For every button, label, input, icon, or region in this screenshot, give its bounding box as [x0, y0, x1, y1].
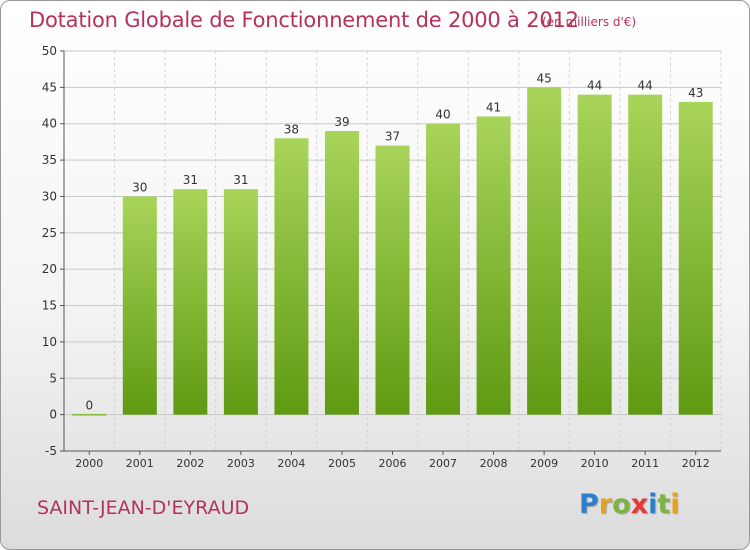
bar: [577, 94, 612, 415]
logo-letter: o: [612, 489, 631, 520]
y-tick-label: 15: [42, 299, 57, 313]
y-tick-label: 40: [42, 117, 57, 131]
y-tick-label: 0: [49, 408, 57, 422]
bar: [476, 116, 511, 415]
logo-letter: i: [670, 489, 680, 520]
logo-letter: x: [630, 489, 649, 520]
bar-value-label: 44: [638, 79, 653, 93]
proxiti-logo: Proxiti: [579, 489, 680, 520]
chart-title: Dotation Globale de Fonctionnement de 20…: [29, 8, 579, 32]
bar: [678, 101, 713, 415]
y-tick-label: -5: [45, 444, 57, 458]
logo-letter: i: [648, 489, 658, 520]
y-tick-label: 45: [42, 80, 57, 94]
x-tick-label: 2006: [379, 457, 407, 470]
x-tick-label: 2005: [328, 457, 356, 470]
bar: [324, 131, 359, 415]
x-tick-label: 2011: [631, 457, 659, 470]
logo-letter: t: [657, 489, 671, 520]
bar: [173, 189, 208, 415]
bar-value-label: 39: [334, 115, 349, 129]
x-tick-label: 2000: [75, 457, 103, 470]
x-tick-label: 2010: [581, 457, 609, 470]
y-tick-label: 5: [49, 371, 57, 385]
x-tick-label: 2004: [277, 457, 305, 470]
bar: [72, 413, 107, 416]
axes: -5 0 5 10 15 20 25 30 35 40 45 50 2000 2001 2002 2003 20…: [42, 44, 721, 470]
y-tick-label: 25: [42, 226, 57, 240]
bar: [527, 87, 562, 415]
x-tick-label: 2002: [176, 457, 204, 470]
bar-value-label: 37: [385, 130, 400, 144]
bar-value-label: 44: [587, 79, 602, 93]
bar-value-label: 30: [132, 180, 147, 194]
bar-value-label: 38: [284, 122, 299, 136]
logo-letter: P: [579, 489, 599, 520]
bars: [72, 87, 713, 416]
chart-unit: (en milliers d'€): [542, 15, 637, 29]
y-tick-label: 10: [42, 335, 57, 349]
y-tick-label: 30: [42, 189, 57, 203]
bar-value-label: 31: [183, 173, 198, 187]
x-tick-label: 2009: [530, 457, 558, 470]
x-tick-label: 2003: [227, 457, 255, 470]
logo-letter: r: [598, 489, 613, 520]
bar-value-label: 43: [688, 86, 703, 100]
bar-value-label: 45: [536, 71, 551, 85]
x-tick-label: 2007: [429, 457, 457, 470]
y-tick-label: 20: [42, 262, 57, 276]
y-tick-label: 50: [42, 44, 57, 58]
y-tick-label: 35: [42, 153, 57, 167]
bar: [426, 123, 461, 415]
bar-value-label: 40: [435, 108, 450, 122]
bar: [274, 138, 309, 415]
x-tick-label: 2012: [682, 457, 710, 470]
bar-value-label: 0: [85, 399, 93, 413]
bar: [375, 145, 410, 415]
bar: [223, 189, 258, 415]
bar-value-label: 41: [486, 100, 501, 114]
bar: [628, 94, 663, 415]
bar: [122, 196, 157, 415]
x-tick-label: 2008: [480, 457, 508, 470]
bar-value-label: 31: [233, 173, 248, 187]
commune-name: SAINT-JEAN-D'EYRAUD: [37, 497, 250, 519]
data-labels: 0 30 31 31 38 39 37 40 41 45 44 44 43: [85, 71, 703, 412]
x-tick-label: 2001: [126, 457, 154, 470]
